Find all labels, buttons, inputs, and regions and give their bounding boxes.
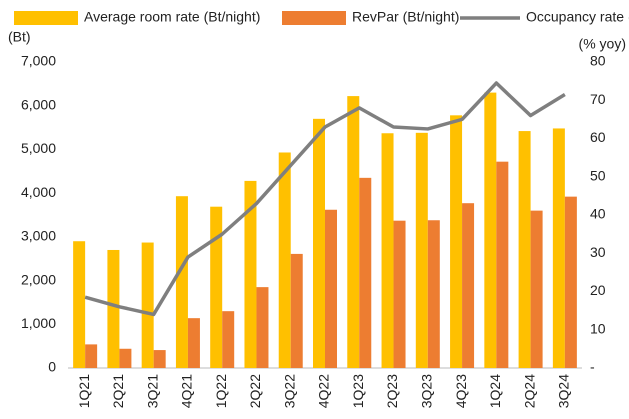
bar [518, 131, 531, 368]
bar [450, 115, 463, 369]
legend-label: RevPar (Bt/night) [352, 9, 459, 25]
bar [427, 220, 440, 368]
bar [290, 253, 303, 368]
x-tick-label: 4Q21 [179, 374, 195, 408]
legend-label: Average room rate (Bt/night) [84, 9, 260, 25]
y-tick-label: 3,000 [21, 228, 56, 244]
y2-axis-title: (% yoy) [579, 36, 626, 52]
y-tick-label: 1,000 [21, 315, 56, 331]
bar [530, 210, 543, 368]
bar [393, 220, 406, 368]
bar [187, 318, 200, 368]
x-tick-label: 1Q21 [76, 374, 92, 408]
y2-tick-label: - [590, 359, 595, 375]
legend-swatch [14, 11, 78, 25]
x-tick-label: 3Q23 [419, 374, 435, 408]
bar [73, 241, 86, 368]
y2-tick-label: 10 [590, 320, 606, 336]
x-tick-label: 3Q21 [144, 374, 160, 408]
bar [119, 348, 132, 368]
x-tick-label: 2Q21 [110, 374, 126, 408]
bar [359, 177, 372, 368]
x-tick-label: 1Q23 [350, 374, 366, 408]
y-tick-label: 7,000 [21, 53, 56, 69]
y2-tick-label: 70 [590, 91, 606, 107]
y2-tick-label: 80 [590, 53, 606, 69]
legend-swatch [282, 11, 346, 25]
y2-tick-label: 50 [590, 167, 606, 183]
x-tick-label: 4Q23 [453, 374, 469, 408]
bar [462, 203, 475, 368]
x-tick-label: 2Q24 [521, 374, 537, 408]
line [84, 81, 566, 317]
bar [175, 196, 188, 368]
x-tick-label: 1Q24 [487, 374, 503, 408]
x-tick-label: 2Q22 [247, 374, 263, 408]
bar [244, 180, 257, 368]
bar [552, 128, 565, 368]
x-tick-label: 4Q22 [316, 374, 332, 408]
bar [496, 161, 509, 368]
y-tick-label: 0 [48, 359, 56, 375]
y-tick-label: 4,000 [21, 184, 56, 200]
bar [347, 96, 360, 369]
bar [381, 133, 394, 368]
bar [153, 350, 166, 368]
x-tick-label: 3Q24 [556, 374, 572, 408]
bar [210, 206, 223, 368]
y-tick-label: 2,000 [21, 271, 56, 287]
legend-label: Occupancy rate (%) [526, 9, 629, 25]
y-axis-title: (Bt) [8, 29, 31, 45]
y2-tick-label: 40 [590, 206, 606, 222]
bar [313, 118, 325, 368]
y-tick-label: 5,000 [21, 140, 56, 156]
bar [484, 92, 497, 368]
bar [256, 287, 269, 368]
y2-tick-label: 60 [590, 129, 606, 145]
bar [564, 196, 577, 368]
y2-tick-label: 30 [590, 244, 606, 260]
bar [325, 209, 337, 368]
x-tick-label: 1Q22 [213, 374, 229, 408]
y2-tick-label: 20 [590, 282, 606, 298]
bar [107, 249, 120, 368]
y-tick-label: 6,000 [21, 96, 56, 112]
bar [415, 132, 428, 368]
x-tick-label: 3Q22 [281, 374, 297, 408]
bar [141, 242, 154, 368]
bar [278, 152, 291, 368]
bar [222, 311, 235, 368]
bar [85, 344, 98, 368]
x-tick-label: 2Q23 [384, 374, 400, 408]
